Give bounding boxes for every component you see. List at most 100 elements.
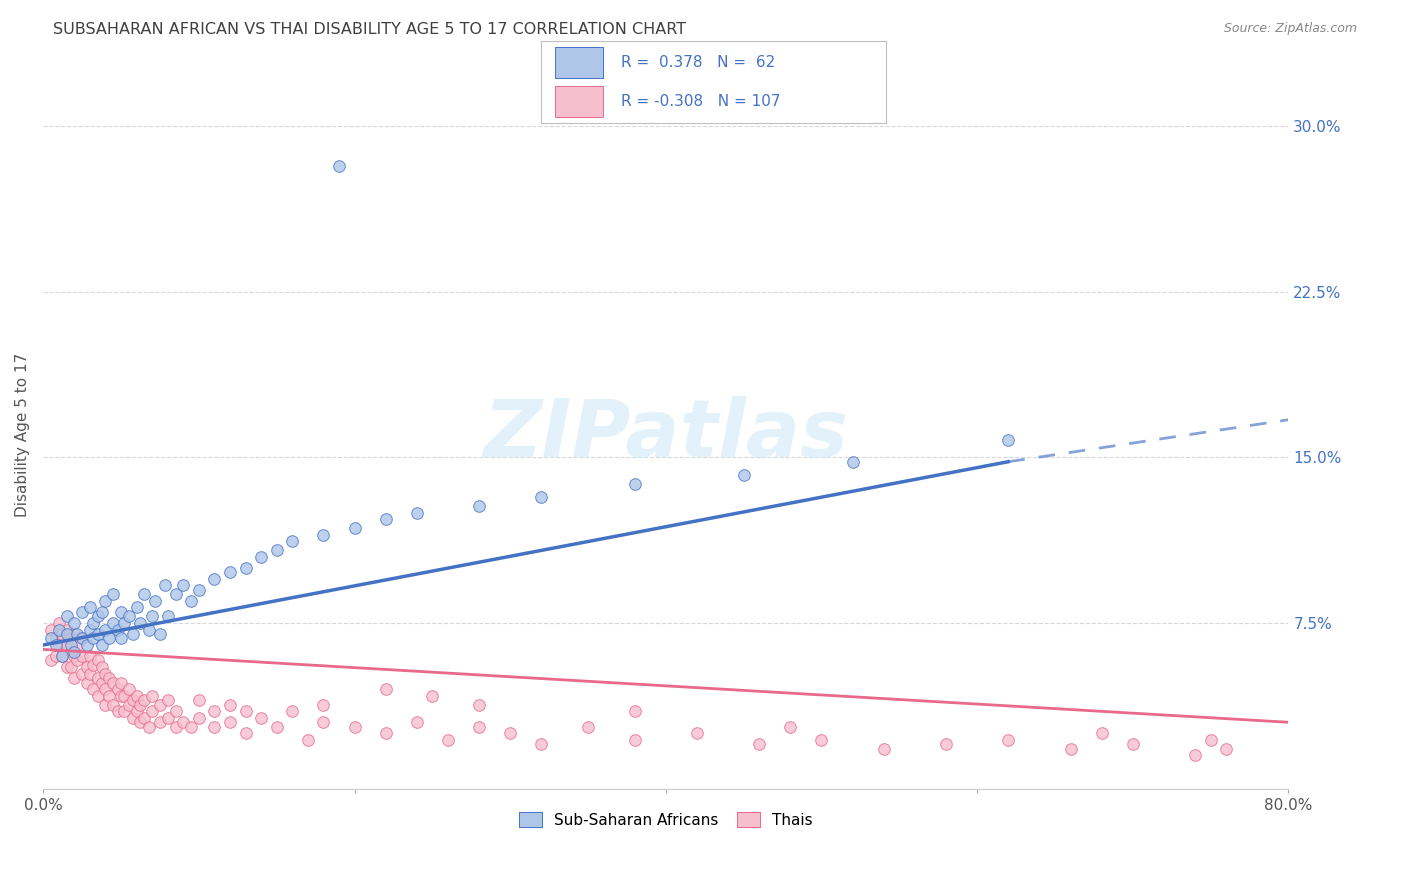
Point (125, 600, 148, 615)
Point (82, 657, 104, 672)
Point (468, 499, 491, 513)
Point (63, 671, 86, 685)
Text: R =  0.378   N =  62: R = 0.378 N = 62 (620, 55, 775, 70)
Point (841, 455, 863, 469)
Point (328, 159, 350, 173)
Point (156, 711, 179, 725)
Point (1199, 733, 1222, 747)
Point (250, 549, 273, 564)
Point (141, 689, 163, 703)
Point (91, 675, 114, 690)
Point (82, 682, 104, 697)
Point (219, 698, 242, 712)
Point (97, 689, 120, 703)
Point (297, 733, 319, 747)
Point (748, 737, 770, 751)
Point (499, 726, 522, 740)
Point (94, 623, 117, 637)
Point (55, 627, 77, 641)
Point (172, 578, 194, 592)
Point (86, 653, 108, 667)
FancyBboxPatch shape (555, 87, 603, 118)
Point (997, 733, 1019, 747)
Point (149, 627, 172, 641)
Point (94, 698, 117, 712)
Point (70, 666, 93, 681)
Point (187, 711, 209, 725)
Point (405, 506, 427, 520)
Point (623, 733, 645, 747)
Point (219, 715, 242, 730)
Point (935, 737, 957, 751)
Point (91, 638, 114, 652)
Point (60, 638, 83, 652)
Point (1059, 741, 1081, 756)
Point (312, 715, 335, 730)
Point (79, 623, 101, 637)
Point (165, 720, 187, 734)
Point (39, 632, 62, 646)
Point (202, 704, 225, 718)
Point (55, 660, 77, 674)
Point (141, 609, 163, 624)
Point (70, 648, 93, 663)
Point (110, 632, 132, 646)
Text: SUBSAHARAN AFRICAN VS THAI DISABILITY AGE 5 TO 17 CORRELATION CHART: SUBSAHARAN AFRICAN VS THAI DISABILITY AG… (53, 22, 686, 37)
Text: ZIPatlas: ZIPatlas (484, 396, 848, 475)
Point (138, 720, 160, 734)
Point (66, 627, 89, 641)
Point (112, 615, 135, 630)
Point (1215, 741, 1237, 756)
Point (66, 638, 89, 652)
Point (112, 704, 135, 718)
Point (63, 627, 86, 641)
Point (70, 605, 93, 619)
Point (51, 648, 73, 663)
Point (180, 720, 202, 734)
Point (125, 704, 148, 718)
Point (149, 698, 172, 712)
Point (374, 512, 396, 526)
Point (63, 645, 86, 659)
Point (312, 698, 335, 712)
Point (45, 632, 67, 646)
Point (82, 632, 104, 646)
Point (202, 720, 225, 734)
Point (55, 609, 77, 624)
Point (281, 534, 304, 549)
Point (70, 632, 93, 646)
Point (103, 675, 125, 690)
Point (343, 521, 366, 535)
Point (110, 689, 132, 703)
Point (79, 666, 101, 681)
Point (55, 623, 77, 637)
Point (79, 600, 101, 615)
Point (235, 704, 257, 718)
Point (86, 671, 108, 685)
Point (156, 609, 179, 624)
Point (122, 627, 145, 641)
Point (39, 653, 62, 667)
Point (202, 572, 225, 586)
Point (107, 623, 129, 637)
Point (873, 741, 896, 756)
Point (134, 693, 156, 707)
Point (103, 615, 125, 630)
Point (76, 675, 98, 690)
Point (266, 543, 288, 558)
Point (60, 645, 83, 659)
Point (1091, 726, 1114, 740)
Point (138, 623, 160, 637)
Point (91, 660, 114, 674)
Point (122, 711, 145, 725)
Point (187, 582, 209, 597)
Point (122, 693, 145, 707)
Point (76, 638, 98, 652)
Point (156, 693, 179, 707)
Point (997, 433, 1019, 447)
Point (48, 623, 70, 637)
Point (420, 689, 443, 703)
Point (60, 632, 83, 646)
FancyBboxPatch shape (555, 46, 603, 78)
Point (63, 615, 86, 630)
